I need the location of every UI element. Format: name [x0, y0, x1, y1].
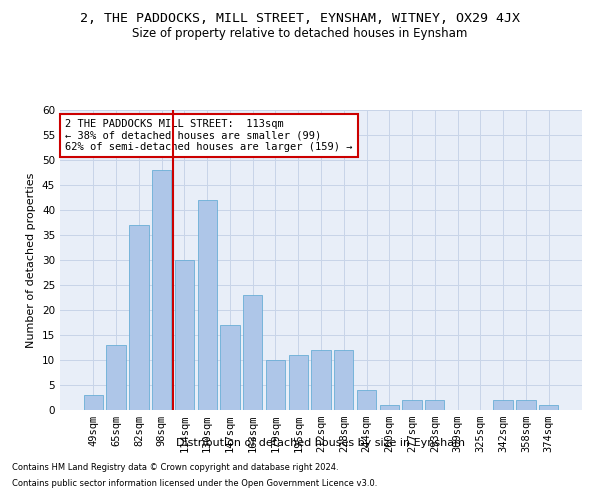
Text: Contains public sector information licensed under the Open Government Licence v3: Contains public sector information licen…: [12, 478, 377, 488]
Bar: [516, 400, 536, 410]
Text: 2 THE PADDOCKS MILL STREET:  113sqm
← 38% of detached houses are smaller (99)
62: 2 THE PADDOCKS MILL STREET: 113sqm ← 38%…: [65, 119, 353, 152]
Bar: [403, 400, 422, 410]
Y-axis label: Number of detached properties: Number of detached properties: [26, 172, 37, 348]
Text: Contains HM Land Registry data © Crown copyright and database right 2024.: Contains HM Land Registry data © Crown c…: [12, 464, 338, 472]
Text: Distribution of detached houses by size in Eynsham: Distribution of detached houses by size …: [176, 438, 466, 448]
Bar: [84, 395, 103, 410]
Bar: [266, 360, 285, 410]
Text: Size of property relative to detached houses in Eynsham: Size of property relative to detached ho…: [133, 28, 467, 40]
Bar: [220, 325, 239, 410]
Bar: [334, 350, 353, 410]
Bar: [357, 390, 376, 410]
Bar: [106, 345, 126, 410]
Bar: [380, 405, 399, 410]
Bar: [311, 350, 331, 410]
Bar: [289, 355, 308, 410]
Bar: [539, 405, 558, 410]
Bar: [493, 400, 513, 410]
Bar: [129, 225, 149, 410]
Bar: [175, 260, 194, 410]
Bar: [197, 200, 217, 410]
Bar: [152, 170, 172, 410]
Bar: [243, 295, 262, 410]
Text: 2, THE PADDOCKS, MILL STREET, EYNSHAM, WITNEY, OX29 4JX: 2, THE PADDOCKS, MILL STREET, EYNSHAM, W…: [80, 12, 520, 26]
Bar: [425, 400, 445, 410]
